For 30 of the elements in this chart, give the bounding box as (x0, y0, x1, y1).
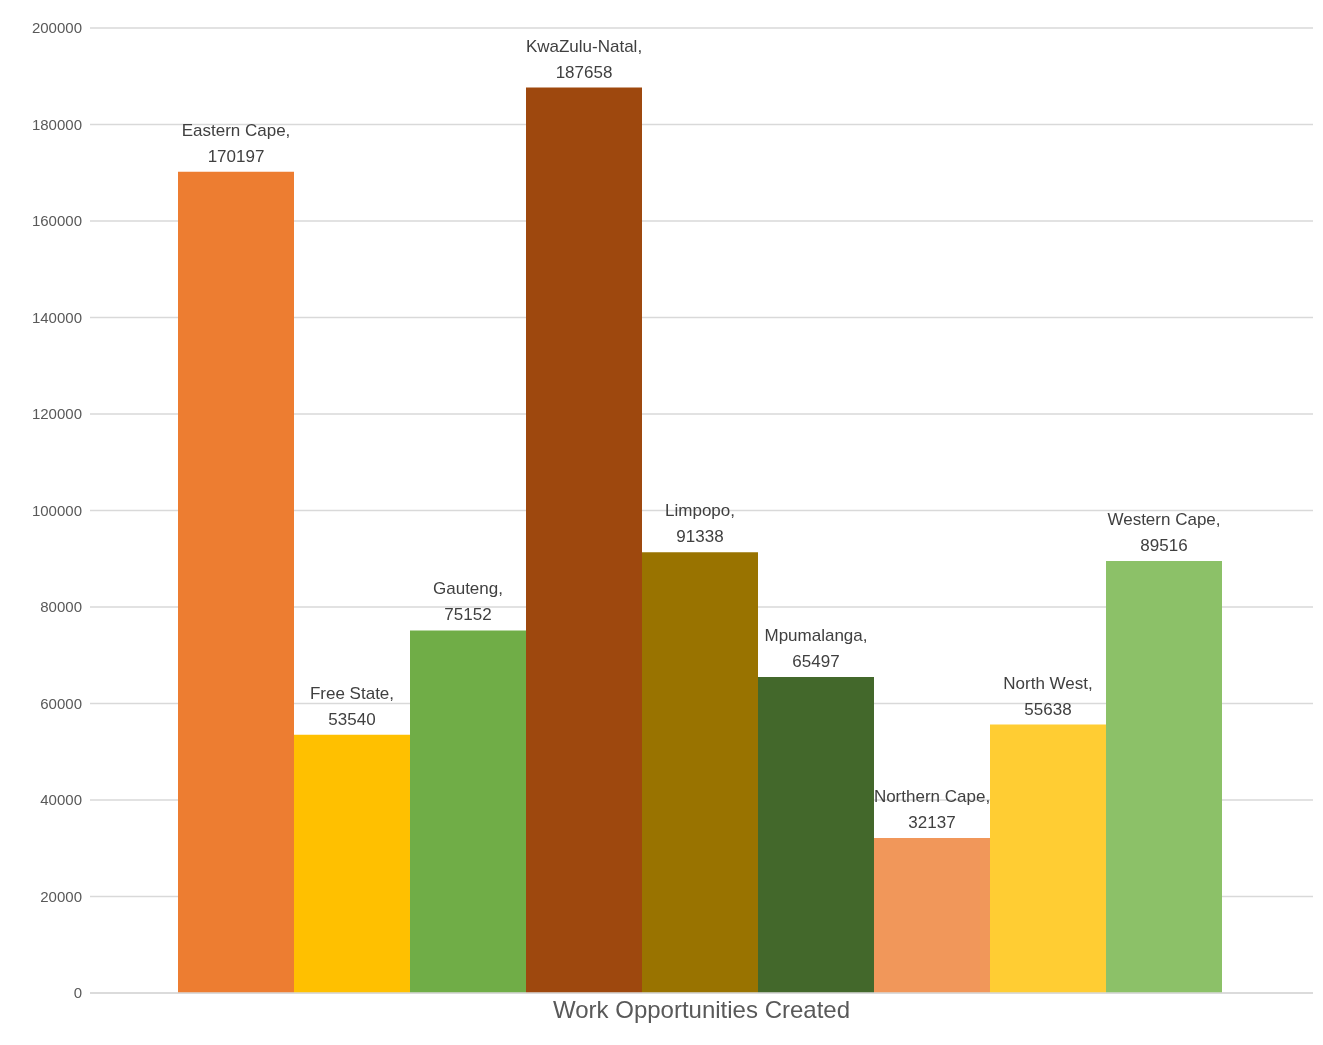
y-tick-label: 120000 (31, 405, 82, 423)
y-tick-label: 80000 (40, 598, 82, 616)
data-label: KwaZulu-Natal, 187658 (525, 36, 643, 82)
y-tick-label: 60000 (40, 694, 82, 712)
bar (410, 630, 526, 993)
y-tick-label: 20000 (40, 887, 82, 905)
bar (758, 676, 874, 993)
y-tick-label: 200000 (31, 19, 82, 37)
bar (294, 734, 410, 993)
data-label: Western Cape, 89516 (1107, 510, 1221, 556)
y-tick-label: 100000 (31, 501, 82, 519)
data-label: Free State, 53540 (309, 683, 395, 729)
y-tick-label: 40000 (40, 791, 82, 809)
x-tick-label: Work Opportunities Created (552, 996, 851, 1024)
bar (874, 837, 990, 993)
bar (178, 171, 294, 993)
data-label: North West, 55638 (1003, 673, 1093, 719)
data-label: Mpumalanga, 65497 (764, 625, 868, 671)
data-label: Northern Cape, 32137 (873, 786, 991, 832)
bar (1106, 561, 1222, 993)
data-label: Limpopo, 91338 (665, 501, 735, 547)
bar (990, 724, 1106, 993)
data-label: Gauteng, 75152 (433, 579, 503, 625)
y-tick-label: 180000 (31, 115, 82, 133)
bar (642, 552, 758, 993)
y-tick-label: 140000 (31, 308, 82, 326)
data-label: Eastern Cape, 170197 (181, 120, 291, 166)
y-tick-label: 0 (73, 984, 82, 1002)
y-tick-label: 160000 (31, 212, 82, 230)
bar (526, 87, 642, 993)
